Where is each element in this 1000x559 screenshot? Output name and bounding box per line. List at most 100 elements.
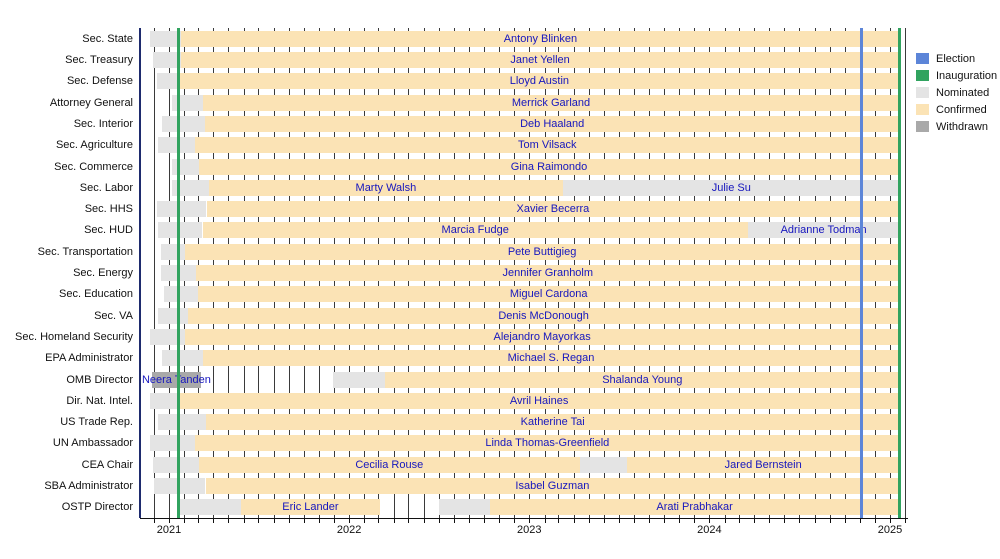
- axis-tick: [453, 519, 455, 523]
- row-label: CEA Chair: [81, 458, 133, 471]
- legend-item-election: Election: [916, 50, 997, 67]
- axis-tick: [754, 519, 756, 523]
- row-label: Attorney General: [49, 96, 133, 109]
- plot-area: Antony Blinken Janet Yellen Lloyd Austin Me…: [138, 28, 908, 519]
- row-label: Sec. Education: [59, 288, 133, 301]
- timeline-bar-segment: [195, 137, 900, 154]
- legend: Election Inauguration Nominated Confirmed Wi…: [916, 50, 997, 135]
- timeline-bar-segment: [180, 52, 900, 68]
- axis-tick: [739, 519, 740, 523]
- row-label: US Trade Rep.: [60, 416, 133, 429]
- axis-tick: [184, 519, 186, 523]
- axis-tick: [469, 519, 470, 523]
- timeline-bar-segment: [206, 414, 900, 431]
- row-label: OSTP Director: [61, 501, 133, 514]
- timeline-bar-segment: [184, 328, 900, 345]
- axis-tick: [153, 519, 155, 523]
- axis-tick: [169, 519, 170, 523]
- axis-tick: [499, 519, 501, 523]
- row-label: Sec. Labor: [79, 181, 133, 194]
- row-label: Sec. HHS: [84, 203, 133, 216]
- row-label: Sec. HUD: [84, 224, 133, 237]
- election-2024-line: [860, 28, 864, 518]
- row-label: OMB Director: [66, 373, 133, 386]
- person-label: Neera Tanden: [141, 373, 211, 386]
- person-label: Arati Prabhakar: [656, 501, 733, 514]
- axis-tick: [799, 519, 801, 523]
- timeline-bar-segment: [198, 456, 581, 473]
- timeline-bar-segment: [153, 456, 199, 473]
- timeline-bar-segment: [153, 52, 181, 68]
- timeline-bar-segment: [161, 350, 203, 367]
- axis-tick: [333, 519, 335, 523]
- timeline-bar-segment: [181, 30, 900, 47]
- axis-tick: [724, 519, 726, 523]
- legend-label: Nominated: [936, 86, 990, 99]
- timeline-bar-segment: [149, 435, 196, 452]
- year-label: 2023: [517, 524, 542, 536]
- timeline-bar-segment: [198, 158, 900, 175]
- row-label: Sec. VA: [94, 309, 133, 322]
- election-2020-line: [138, 28, 142, 518]
- person-label: Pete Buttigieg: [507, 245, 577, 258]
- axis-tick: [829, 519, 831, 523]
- row-label: Sec. State: [82, 32, 133, 45]
- axis-tick: [859, 519, 861, 523]
- inauguration-2025-line: [897, 28, 901, 518]
- person-label: Miguel Cardona: [509, 288, 588, 301]
- timeline-bar-segment: [158, 414, 206, 431]
- axis-tick: [423, 519, 425, 523]
- person-label: Deb Haaland: [520, 117, 585, 130]
- timeline-bar-segment: [187, 307, 900, 324]
- year-label: 2022: [336, 524, 362, 536]
- axis-tick: [438, 519, 440, 523]
- row-label: UN Ambassador: [52, 437, 133, 450]
- row-label: Sec. Interior: [73, 117, 133, 130]
- axis-tick: [874, 519, 876, 523]
- timeline-bar-segment: [198, 286, 900, 303]
- timeline-bar-segment: [489, 499, 900, 516]
- legend-swatch-nominated: [916, 87, 929, 98]
- row-label: Sec. Energy: [73, 267, 133, 279]
- timeline-bar-segment: [161, 115, 205, 132]
- timeline-bar-segment: [152, 371, 201, 388]
- timeline-bar-segment: [208, 179, 564, 196]
- axis-tick: [649, 519, 651, 523]
- timeline-bar-segment: [202, 222, 748, 239]
- axis-tick: [228, 519, 230, 523]
- person-label: Jennifer Granholm: [502, 267, 594, 279]
- timeline-bar-segment: [202, 94, 900, 111]
- axis-tick: [573, 519, 575, 523]
- axis-tick: [408, 519, 410, 523]
- axis-tick: [288, 519, 290, 523]
- legend-item-withdrawn: Withdrawn: [916, 118, 997, 135]
- row-label: Sec. Homeland Security: [15, 330, 133, 343]
- timeline-bar-segment: [205, 478, 900, 494]
- axis-tick: [814, 519, 816, 523]
- year-label: 2025: [877, 524, 903, 536]
- axis-tick: [664, 519, 665, 523]
- axis-tick: [378, 519, 380, 523]
- timeline-bar-segment: [172, 179, 209, 196]
- timeline-bar-segment: [195, 435, 900, 452]
- timeline-bar-segment: [240, 499, 381, 516]
- timeline-bar-segment: [158, 137, 196, 154]
- timeline-bar-segment: [149, 30, 182, 47]
- legend-label: Confirmed: [936, 103, 987, 116]
- timeline-bar-segment: [180, 499, 241, 516]
- timeline-bar-segment: [206, 201, 900, 218]
- legend-item-confirmed: Confirmed: [916, 101, 997, 118]
- timeline-bar-segment: [627, 456, 900, 473]
- timeline-bar-segment: [563, 179, 900, 196]
- axis-tick: [890, 519, 891, 523]
- person-label: Isabel Guzman: [515, 480, 590, 492]
- axis-tick: [483, 519, 485, 523]
- legend-swatch-confirmed: [916, 104, 929, 115]
- timeline-bar-segment: [160, 243, 185, 260]
- row-label: EPA Administrator: [45, 352, 133, 365]
- person-label: Gina Raimondo: [510, 160, 588, 173]
- timeline-bar-segment: [178, 392, 900, 409]
- legend-item-inauguration: Inauguration: [916, 67, 997, 84]
- person-label: Eric Lander: [282, 501, 339, 514]
- timeline-bar-segment: [179, 73, 900, 90]
